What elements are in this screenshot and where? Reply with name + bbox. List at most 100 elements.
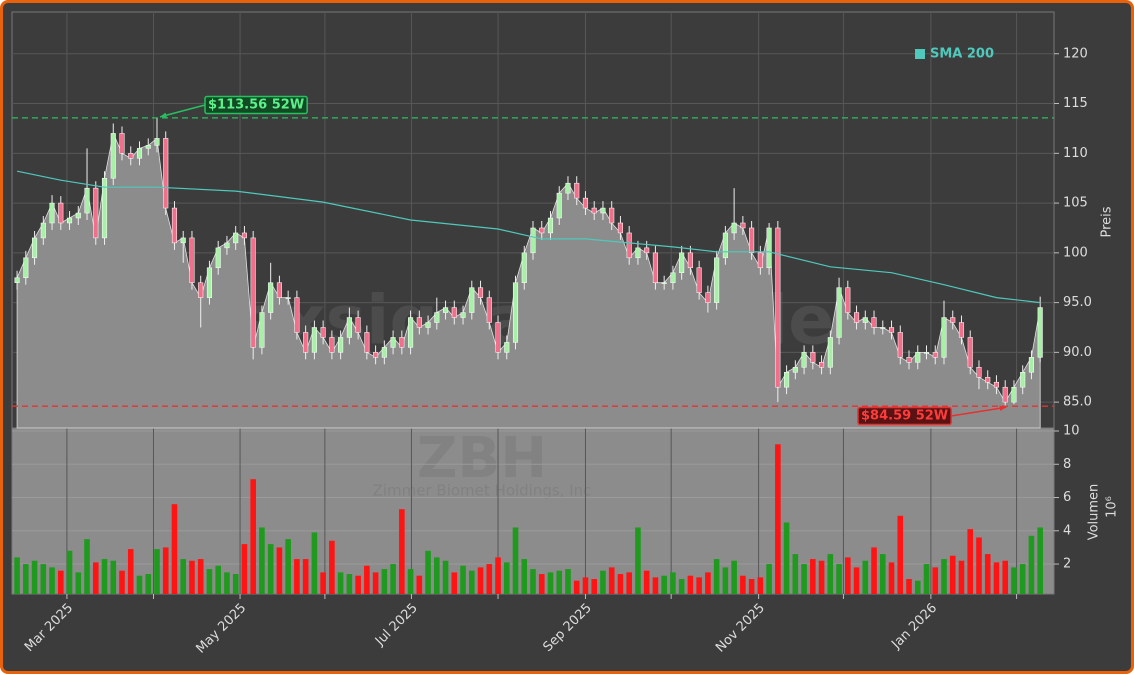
volume-bar bbox=[171, 504, 178, 594]
candle-body bbox=[644, 247, 650, 254]
volume-bar bbox=[468, 570, 475, 594]
volume-bar bbox=[241, 544, 248, 594]
candle-body bbox=[661, 282, 667, 284]
volume-bar bbox=[477, 567, 484, 594]
volume-bar bbox=[110, 560, 117, 594]
52w-arrow bbox=[951, 406, 1007, 417]
volume-bar bbox=[180, 559, 187, 594]
candle-body bbox=[495, 322, 501, 353]
volume-bar bbox=[337, 572, 344, 594]
volume-bar bbox=[250, 479, 256, 594]
candle-body bbox=[311, 327, 317, 353]
candle-body bbox=[880, 327, 886, 329]
candle-body bbox=[617, 222, 623, 234]
volume-bar bbox=[958, 560, 965, 594]
candle-body bbox=[119, 133, 125, 154]
volume-bar bbox=[259, 527, 265, 594]
volume-bar bbox=[993, 562, 1000, 594]
volume-bar bbox=[372, 572, 379, 594]
candle-body bbox=[819, 362, 825, 368]
volume-bar bbox=[460, 565, 466, 594]
volume-bar bbox=[407, 569, 414, 594]
candle-body bbox=[775, 227, 781, 388]
volume-bar bbox=[364, 565, 370, 594]
candle-body bbox=[897, 332, 903, 358]
volume-bar bbox=[923, 564, 930, 594]
volume-bar bbox=[748, 579, 755, 594]
candle-body bbox=[923, 352, 930, 354]
candle-body bbox=[792, 367, 798, 373]
volume-bar bbox=[451, 572, 458, 594]
volume-bar bbox=[1002, 560, 1009, 594]
volume-bar bbox=[862, 560, 869, 594]
y-tick-label: 90.0 bbox=[1063, 345, 1092, 360]
candle-body bbox=[364, 332, 370, 353]
volume-bar bbox=[538, 574, 545, 594]
candle-body bbox=[434, 312, 440, 323]
candle-body bbox=[373, 352, 379, 358]
candle-body bbox=[801, 352, 807, 368]
volume-bar bbox=[92, 562, 99, 594]
volume-bar bbox=[582, 577, 589, 594]
volume-bar bbox=[329, 540, 335, 594]
volume-bar bbox=[285, 539, 291, 594]
volume-y-tick-label: 10 bbox=[1063, 423, 1080, 438]
volume-bar bbox=[75, 572, 82, 594]
52w-arrow-head bbox=[999, 405, 1007, 411]
y-tick-label: 120 bbox=[1063, 46, 1088, 61]
candle-body bbox=[329, 337, 335, 353]
candle-body bbox=[49, 202, 55, 224]
candle-body bbox=[145, 145, 151, 149]
volume-bar bbox=[818, 560, 825, 594]
candle-body bbox=[574, 182, 580, 199]
candle-body bbox=[163, 138, 169, 209]
volume-bar bbox=[731, 560, 737, 594]
candle-body bbox=[941, 317, 947, 358]
volume-y-tick-label: 8 bbox=[1063, 457, 1071, 472]
volume-y-tick-label: 6 bbox=[1063, 490, 1071, 505]
volume-bar bbox=[84, 539, 90, 594]
candle-body bbox=[469, 287, 475, 313]
volume-bar bbox=[836, 564, 842, 594]
volume-bar bbox=[941, 559, 947, 594]
volume-bar bbox=[740, 575, 746, 594]
volume-bar bbox=[267, 544, 274, 594]
candle-body bbox=[1028, 357, 1034, 373]
candle-body bbox=[250, 237, 256, 348]
candle-body bbox=[950, 317, 956, 323]
volume-bar bbox=[521, 559, 528, 594]
volume-bar bbox=[57, 570, 64, 594]
candle-body bbox=[75, 212, 81, 219]
x-tick-label: Jan 2026 bbox=[888, 601, 940, 653]
candle-body bbox=[320, 327, 326, 338]
volume-bar bbox=[416, 575, 423, 594]
y-axis-label: Preis bbox=[1100, 206, 1115, 237]
candle-body bbox=[443, 307, 449, 313]
volume-bar bbox=[1037, 527, 1043, 594]
volume-bar bbox=[827, 554, 834, 594]
candle-body bbox=[504, 342, 510, 353]
y-tick-label: 100 bbox=[1063, 245, 1088, 260]
candle-body bbox=[565, 182, 571, 194]
volume-bar bbox=[197, 559, 204, 594]
candle-body bbox=[530, 227, 536, 254]
volume-bar bbox=[101, 559, 108, 594]
y-tick-label: 115 bbox=[1063, 96, 1088, 111]
candle-body bbox=[128, 153, 134, 159]
volume-bar bbox=[792, 554, 799, 594]
volume-bar bbox=[127, 549, 134, 594]
x-tick-label: Nov 2025 bbox=[713, 601, 768, 656]
volume-bar bbox=[591, 579, 598, 594]
volume-bar bbox=[486, 564, 493, 594]
candle-body bbox=[294, 297, 300, 333]
x-tick-label: May 2025 bbox=[193, 601, 249, 657]
volume-bar bbox=[906, 579, 912, 594]
candle-body bbox=[915, 352, 921, 363]
y-tick-label: 105 bbox=[1063, 196, 1088, 211]
candle-body bbox=[740, 222, 746, 229]
volume-bar bbox=[530, 569, 536, 594]
candle-body bbox=[189, 237, 195, 283]
legend-swatch bbox=[915, 49, 925, 59]
